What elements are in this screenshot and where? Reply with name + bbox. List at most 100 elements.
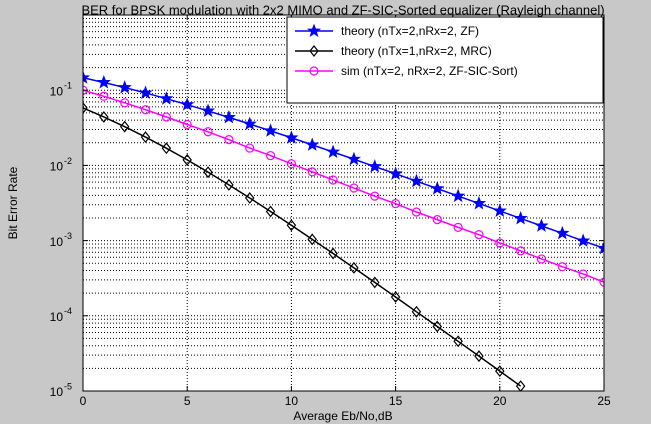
marker bbox=[432, 320, 443, 333]
marker bbox=[117, 80, 132, 94]
marker bbox=[495, 238, 505, 248]
marker bbox=[391, 199, 401, 209]
marker bbox=[99, 110, 109, 123]
marker bbox=[390, 291, 401, 303]
marker bbox=[96, 75, 111, 89]
marker bbox=[161, 142, 172, 155]
marker bbox=[138, 85, 153, 99]
marker bbox=[286, 159, 296, 169]
marker bbox=[200, 103, 216, 117]
y-axis-label: Bit Error Rate bbox=[6, 166, 20, 239]
marker bbox=[99, 91, 109, 101]
marker bbox=[306, 23, 322, 38]
legend-label: theory (nTx=1,nRx=2, MRC) bbox=[341, 44, 492, 58]
x-tick-label: 25 bbox=[597, 394, 611, 408]
y-tick-exponent: -4 bbox=[64, 306, 72, 316]
marker bbox=[244, 191, 255, 204]
marker bbox=[453, 222, 463, 232]
marker bbox=[180, 97, 195, 111]
y-tick-label: 10 bbox=[50, 310, 64, 324]
marker bbox=[286, 219, 297, 232]
marker bbox=[161, 112, 171, 122]
marker bbox=[411, 305, 422, 318]
marker bbox=[307, 233, 318, 246]
marker bbox=[242, 116, 257, 131]
marker bbox=[409, 173, 424, 188]
chart-title: BER for BPSK modulation with 2x2 MIMO an… bbox=[81, 2, 604, 17]
marker bbox=[536, 254, 547, 264]
marker bbox=[140, 131, 151, 144]
marker bbox=[224, 178, 234, 191]
marker bbox=[557, 262, 567, 272]
marker bbox=[349, 261, 359, 274]
marker bbox=[578, 269, 588, 279]
marker bbox=[328, 175, 338, 185]
marker bbox=[309, 66, 319, 76]
marker bbox=[576, 233, 591, 247]
marker bbox=[495, 365, 505, 378]
marker bbox=[515, 380, 526, 391]
marker bbox=[451, 188, 466, 203]
plot-frame bbox=[82, 14, 605, 392]
x-tick-label: 5 bbox=[184, 394, 191, 408]
marker bbox=[596, 240, 604, 255]
marker bbox=[265, 205, 276, 218]
marker bbox=[370, 191, 380, 201]
legend-label: sim (nTx=2, nRx=2, ZF-SIC-Sort) bbox=[341, 64, 518, 78]
marker bbox=[430, 181, 445, 195]
marker bbox=[367, 159, 382, 173]
marker bbox=[388, 166, 403, 180]
legend-box bbox=[286, 16, 604, 104]
marker bbox=[182, 153, 192, 166]
marker bbox=[83, 102, 88, 114]
marker bbox=[492, 203, 507, 217]
marker bbox=[471, 196, 487, 210]
y-tick-exponent: -2 bbox=[64, 156, 72, 166]
marker bbox=[474, 350, 484, 363]
marker bbox=[307, 167, 317, 177]
marker bbox=[328, 247, 338, 260]
y-tick-exponent: -1 bbox=[64, 81, 72, 91]
marker bbox=[513, 211, 528, 225]
marker bbox=[159, 91, 174, 105]
marker bbox=[119, 120, 130, 133]
marker bbox=[203, 166, 213, 179]
y-tick-exponent: -3 bbox=[64, 231, 72, 241]
data-layer bbox=[83, 70, 604, 391]
marker bbox=[369, 276, 380, 289]
marker bbox=[120, 98, 130, 108]
marker bbox=[555, 225, 570, 240]
marker bbox=[453, 335, 463, 348]
marker bbox=[599, 277, 604, 287]
y-tick-label: 10 bbox=[50, 84, 64, 98]
marker bbox=[203, 127, 213, 137]
y-tick-label: 10 bbox=[50, 160, 64, 174]
marker bbox=[516, 246, 526, 256]
series-line bbox=[83, 107, 522, 387]
marker bbox=[534, 218, 549, 232]
marker bbox=[245, 143, 255, 153]
marker bbox=[140, 105, 151, 115]
y-tick-exponent: -5 bbox=[64, 381, 72, 391]
x-tick-label: 10 bbox=[285, 394, 299, 408]
marker bbox=[309, 45, 319, 57]
marker bbox=[346, 151, 361, 166]
x-tick-label: 15 bbox=[389, 394, 403, 408]
marker bbox=[221, 109, 236, 124]
y-tick-label: 10 bbox=[50, 385, 64, 399]
marker bbox=[432, 215, 442, 225]
x-axis-label: Average Eb/No,dB bbox=[293, 409, 392, 423]
marker bbox=[305, 137, 320, 151]
marker bbox=[265, 150, 276, 161]
y-tick-label: 10 bbox=[50, 235, 64, 249]
marker bbox=[349, 183, 359, 193]
marker bbox=[182, 119, 192, 130]
marker bbox=[83, 70, 91, 84]
legend: theory (nTx=2,nRx=2, ZF) theory (nTx=1,nR… bbox=[286, 16, 604, 104]
x-tick-label: 20 bbox=[493, 394, 507, 408]
x-tick-label: 0 bbox=[80, 394, 87, 408]
marker bbox=[474, 230, 484, 240]
